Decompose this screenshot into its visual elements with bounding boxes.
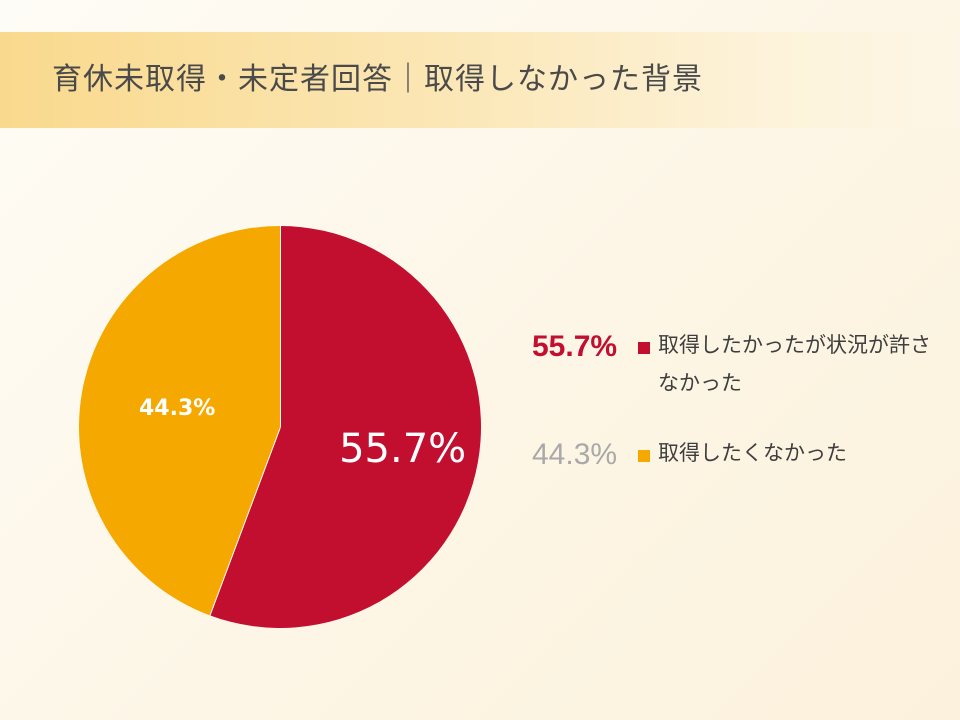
pie-slice (79, 226, 280, 616)
legend-label: 取得したくなかった (658, 441, 847, 465)
legend-swatch (638, 450, 650, 462)
title-banner: 育休未取得・未定者回答｜取得しなかった背景 (0, 32, 960, 128)
slice-data-label: 55.7% (339, 426, 466, 472)
legend-swatch (638, 342, 650, 354)
slice-data-label: 44.3% (139, 396, 215, 421)
legend-percentage: 55.7% (532, 330, 618, 363)
chart-title: 育休未取得・未定者回答｜取得しなかった背景 (52, 62, 703, 97)
pie-slice (209, 226, 482, 629)
legend-label: 取得したかったが状況が許さなかった (658, 333, 931, 395)
legend-percentage: 44.3% (532, 438, 618, 471)
